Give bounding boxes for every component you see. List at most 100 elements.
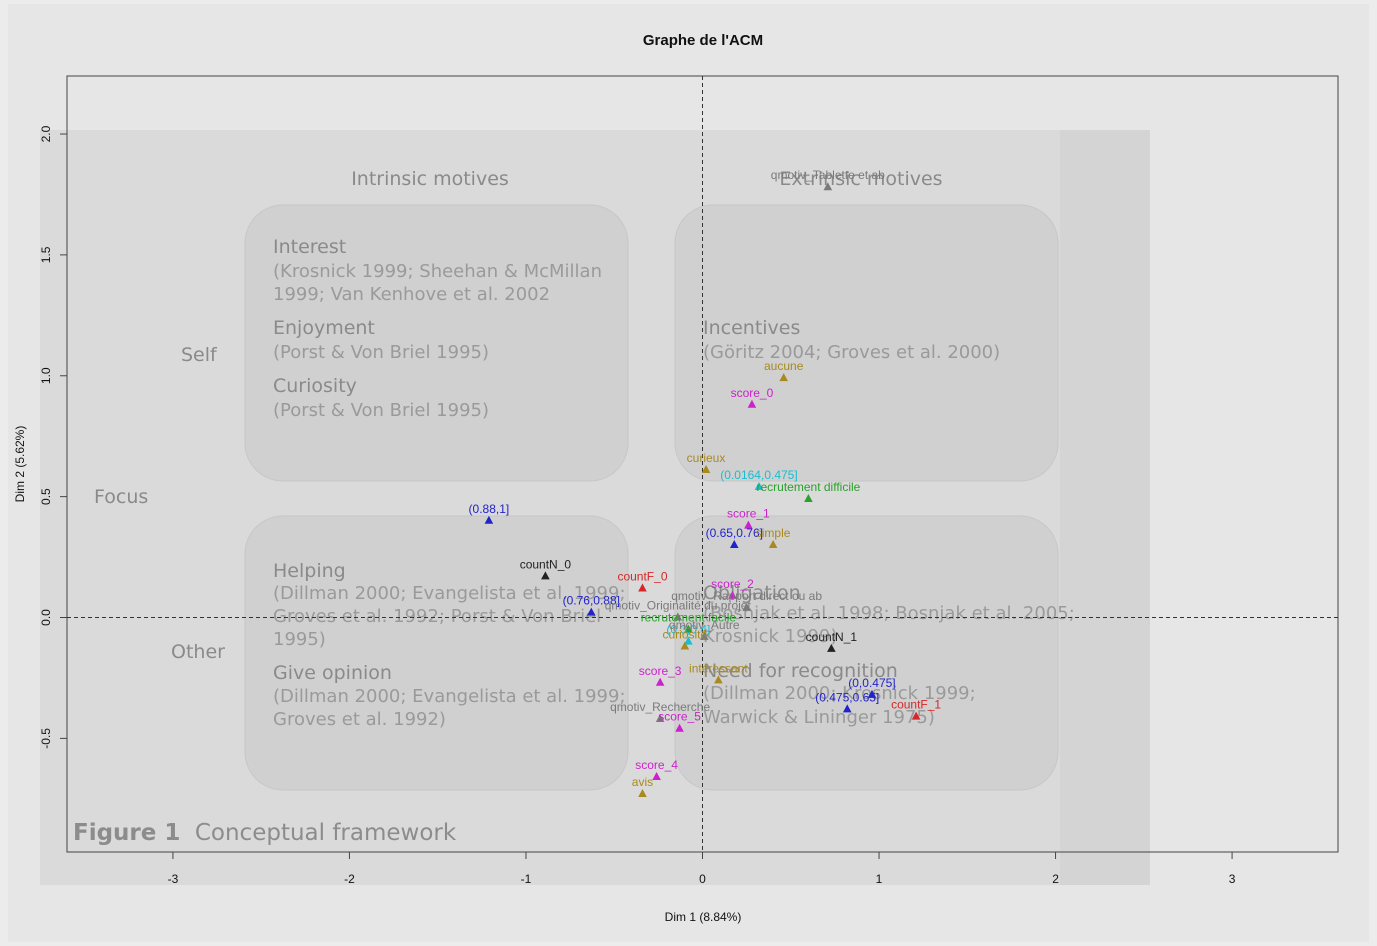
data-point-label: score_0: [731, 386, 774, 400]
data-point-label: avis: [632, 775, 653, 789]
x-tick-label: 1: [876, 872, 883, 886]
box3-entry2-ref2: Groves et al. 1992): [273, 709, 446, 730]
x-tick-label: 2: [1052, 872, 1059, 886]
box1-entry3-title: Curiosity: [273, 375, 357, 397]
data-points: qmotiv_Tablette et ab aucune score_0curieu…: [469, 168, 941, 797]
data-point: [867, 689, 877, 698]
data-point: [804, 494, 813, 503]
data-point-label: (0.3,0.4]: [666, 623, 710, 637]
data-point: [484, 515, 494, 524]
y-tick-label: 0.5: [39, 488, 53, 505]
box1-entry1-ref1: (Krosnick 1999; Sheehan & McMillan: [273, 261, 602, 282]
box-intrinsic-self: [244, 204, 629, 482]
side-label-other: Other: [171, 641, 225, 663]
x-axis-label: Dim 1 (8.84%): [665, 910, 742, 924]
data-point: [754, 481, 764, 490]
data-point-label: countF_1: [891, 698, 941, 712]
data-point-label: qmotiv_Originalité du projet: [605, 599, 752, 613]
data-point: [779, 373, 789, 382]
data-point-label: score_5: [658, 710, 701, 724]
data-point: [911, 711, 921, 720]
box1-entry2-ref1: (Porst & Von Briel 1995): [273, 342, 489, 363]
data-point: [680, 641, 690, 650]
y-axis-label: Dim 2 (5.62%): [13, 426, 27, 503]
box4-entry2-title: Need for recognition: [703, 660, 898, 682]
box4-entry1-title: Obligation: [703, 582, 801, 604]
x-tick-label: -1: [521, 872, 532, 886]
side-label-focus: Focus: [94, 486, 148, 508]
data-point: [586, 607, 596, 616]
data-point: [675, 723, 684, 732]
data-point: [701, 465, 711, 474]
box2-entry1-ref1: (Göritz 2004; Groves et al. 2000): [703, 342, 1000, 363]
data-point: [684, 624, 693, 633]
data-point-label: recrutement difficile: [757, 480, 861, 494]
data-point-label: score_1: [727, 507, 770, 521]
data-point: [742, 602, 751, 611]
data-point-label: countF_0: [617, 569, 667, 583]
data-point: [823, 182, 833, 191]
data-point-label: intéressant: [689, 661, 748, 675]
data-point-label: curieux: [687, 451, 726, 465]
data-point: [842, 704, 852, 713]
x-tick-label: -3: [168, 872, 179, 886]
y-tick-label: 2.0: [39, 125, 53, 142]
data-point-label: countN_0: [520, 557, 572, 571]
box3-entry1-ref3: 1995): [273, 629, 326, 650]
y-tick-label: -0.5: [39, 728, 53, 749]
box4-entry2-ref2: Warwick & Lininger 1975): [703, 707, 935, 728]
box3-entry1-title: Helping: [273, 560, 346, 582]
box1-entry2-title: Enjoyment: [273, 317, 375, 339]
data-point-label: qmotiv_Rapport direct ou ab: [671, 589, 822, 603]
y-tick-label: 1.0: [39, 367, 53, 384]
figure-caption-text: Conceptual framework: [195, 820, 457, 846]
data-point: [541, 571, 550, 580]
chart-title: Graphe de l'ACM: [643, 32, 763, 49]
data-point: [827, 643, 836, 652]
data-point: [638, 583, 647, 592]
box3-entry1-ref2: Groves et al. 1992; Porst & Von Briel: [273, 606, 601, 627]
data-point-label: (0,0.475]: [848, 676, 895, 690]
x-tick-label: 0: [699, 872, 706, 886]
box1-entry1-title: Interest: [273, 236, 346, 258]
data-point-label: qmotiv_Tablette et ab: [771, 168, 885, 182]
data-point: [744, 520, 753, 529]
data-point-label: countN_1: [806, 630, 858, 644]
data-point: [673, 612, 683, 621]
data-point-label: (0.76,0.88]: [563, 594, 620, 608]
y-tick-label: 1.5: [39, 246, 53, 263]
x-tick-label: 3: [1229, 872, 1236, 886]
box4-entry1-ref2: Krosnick 1999): [703, 626, 837, 647]
data-point: [652, 772, 661, 781]
data-point-label: score_3: [639, 664, 682, 678]
data-point: [684, 636, 693, 645]
data-point: [655, 714, 665, 723]
data-point-label: aucune: [764, 359, 804, 373]
data-point: [699, 631, 709, 640]
background-figure: Intrinsic motives Extrinsic motives Self…: [40, 130, 1150, 885]
data-point-label: simple: [756, 526, 791, 540]
heading-intrinsic: Intrinsic motives: [351, 168, 509, 190]
box3-entry2-ref1: (Dillman 2000; Evangelista et al. 1999;: [273, 686, 626, 707]
box4-entry1-ref1: (Bosnjak et al. 1998; Bosnjak et al. 200…: [703, 603, 1075, 624]
data-point: [747, 399, 757, 408]
data-point-label: (0.65,0.76]: [706, 526, 763, 540]
figure-caption: Figure 1 Conceptual framework: [73, 820, 457, 846]
box4-entry2-ref1: (Dillman 2000; Krosnick 1999;: [703, 683, 976, 704]
data-point: [729, 539, 739, 548]
box3-entry1-ref1: (Dillman 2000; Evangelista et al. 1999;: [273, 583, 626, 604]
box2-entry1-title: Incentives: [703, 317, 800, 339]
figure-caption-number: Figure 1: [73, 820, 180, 846]
axis-ticks: -3 -2 -1 0 1 2 3 -0.5 0.0 0.5 1.0 1.5 2.0: [39, 125, 1236, 886]
data-point-label: qmotiv_Recherche: [610, 700, 710, 714]
data-point-label: qmotiv_Autre: [669, 618, 740, 632]
data-point: [728, 590, 737, 599]
data-point: [714, 675, 723, 684]
background-figure-shade: [1060, 130, 1150, 885]
data-point: [655, 677, 665, 686]
data-point-label: score_4: [635, 758, 678, 772]
data-point-label: (0.0164,0.475]: [720, 468, 797, 482]
data-point: [638, 788, 647, 797]
